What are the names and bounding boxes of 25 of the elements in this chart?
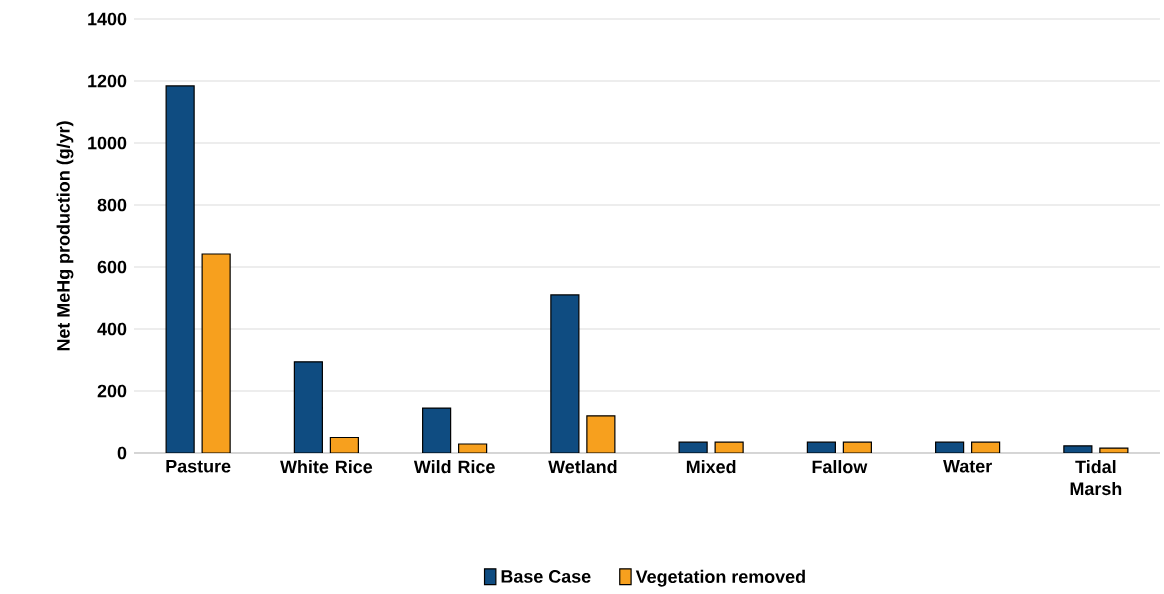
x-tick-label: Mixed — [686, 460, 736, 474]
y-axis-title: Net MeHg production (g/yr) — [56, 121, 74, 351]
y-tick-label: 200 — [97, 384, 127, 398]
x-tick-label: Tidal Marsh — [1070, 460, 1122, 496]
bar — [422, 407, 452, 454]
x-tick-label: Pasture — [166, 460, 231, 473]
y-tick-label: 1400 — [88, 12, 127, 26]
y-tick-label: 800 — [97, 198, 127, 212]
y-tick-label: 400 — [97, 322, 127, 336]
y-tick-label: 1200 — [88, 74, 127, 88]
bar — [293, 361, 323, 454]
legend-label: Vegetation removed — [635, 569, 805, 587]
bar — [586, 415, 616, 454]
legend-label: Base Case — [501, 570, 591, 583]
x-tick-label: Water — [943, 460, 992, 473]
y-tick-label: 1000 — [88, 136, 127, 150]
x-tick-label: Wild Rice — [413, 460, 495, 474]
y-tick-label: 600 — [97, 260, 127, 274]
x-tick-label: Fallow — [812, 460, 868, 474]
bar — [165, 85, 195, 454]
bar — [550, 294, 580, 454]
x-tick-label: White Rice — [280, 460, 373, 474]
x-tick-label: Wetland — [548, 460, 617, 474]
bar — [201, 253, 231, 454]
y-tick-label: 0 — [117, 446, 127, 460]
